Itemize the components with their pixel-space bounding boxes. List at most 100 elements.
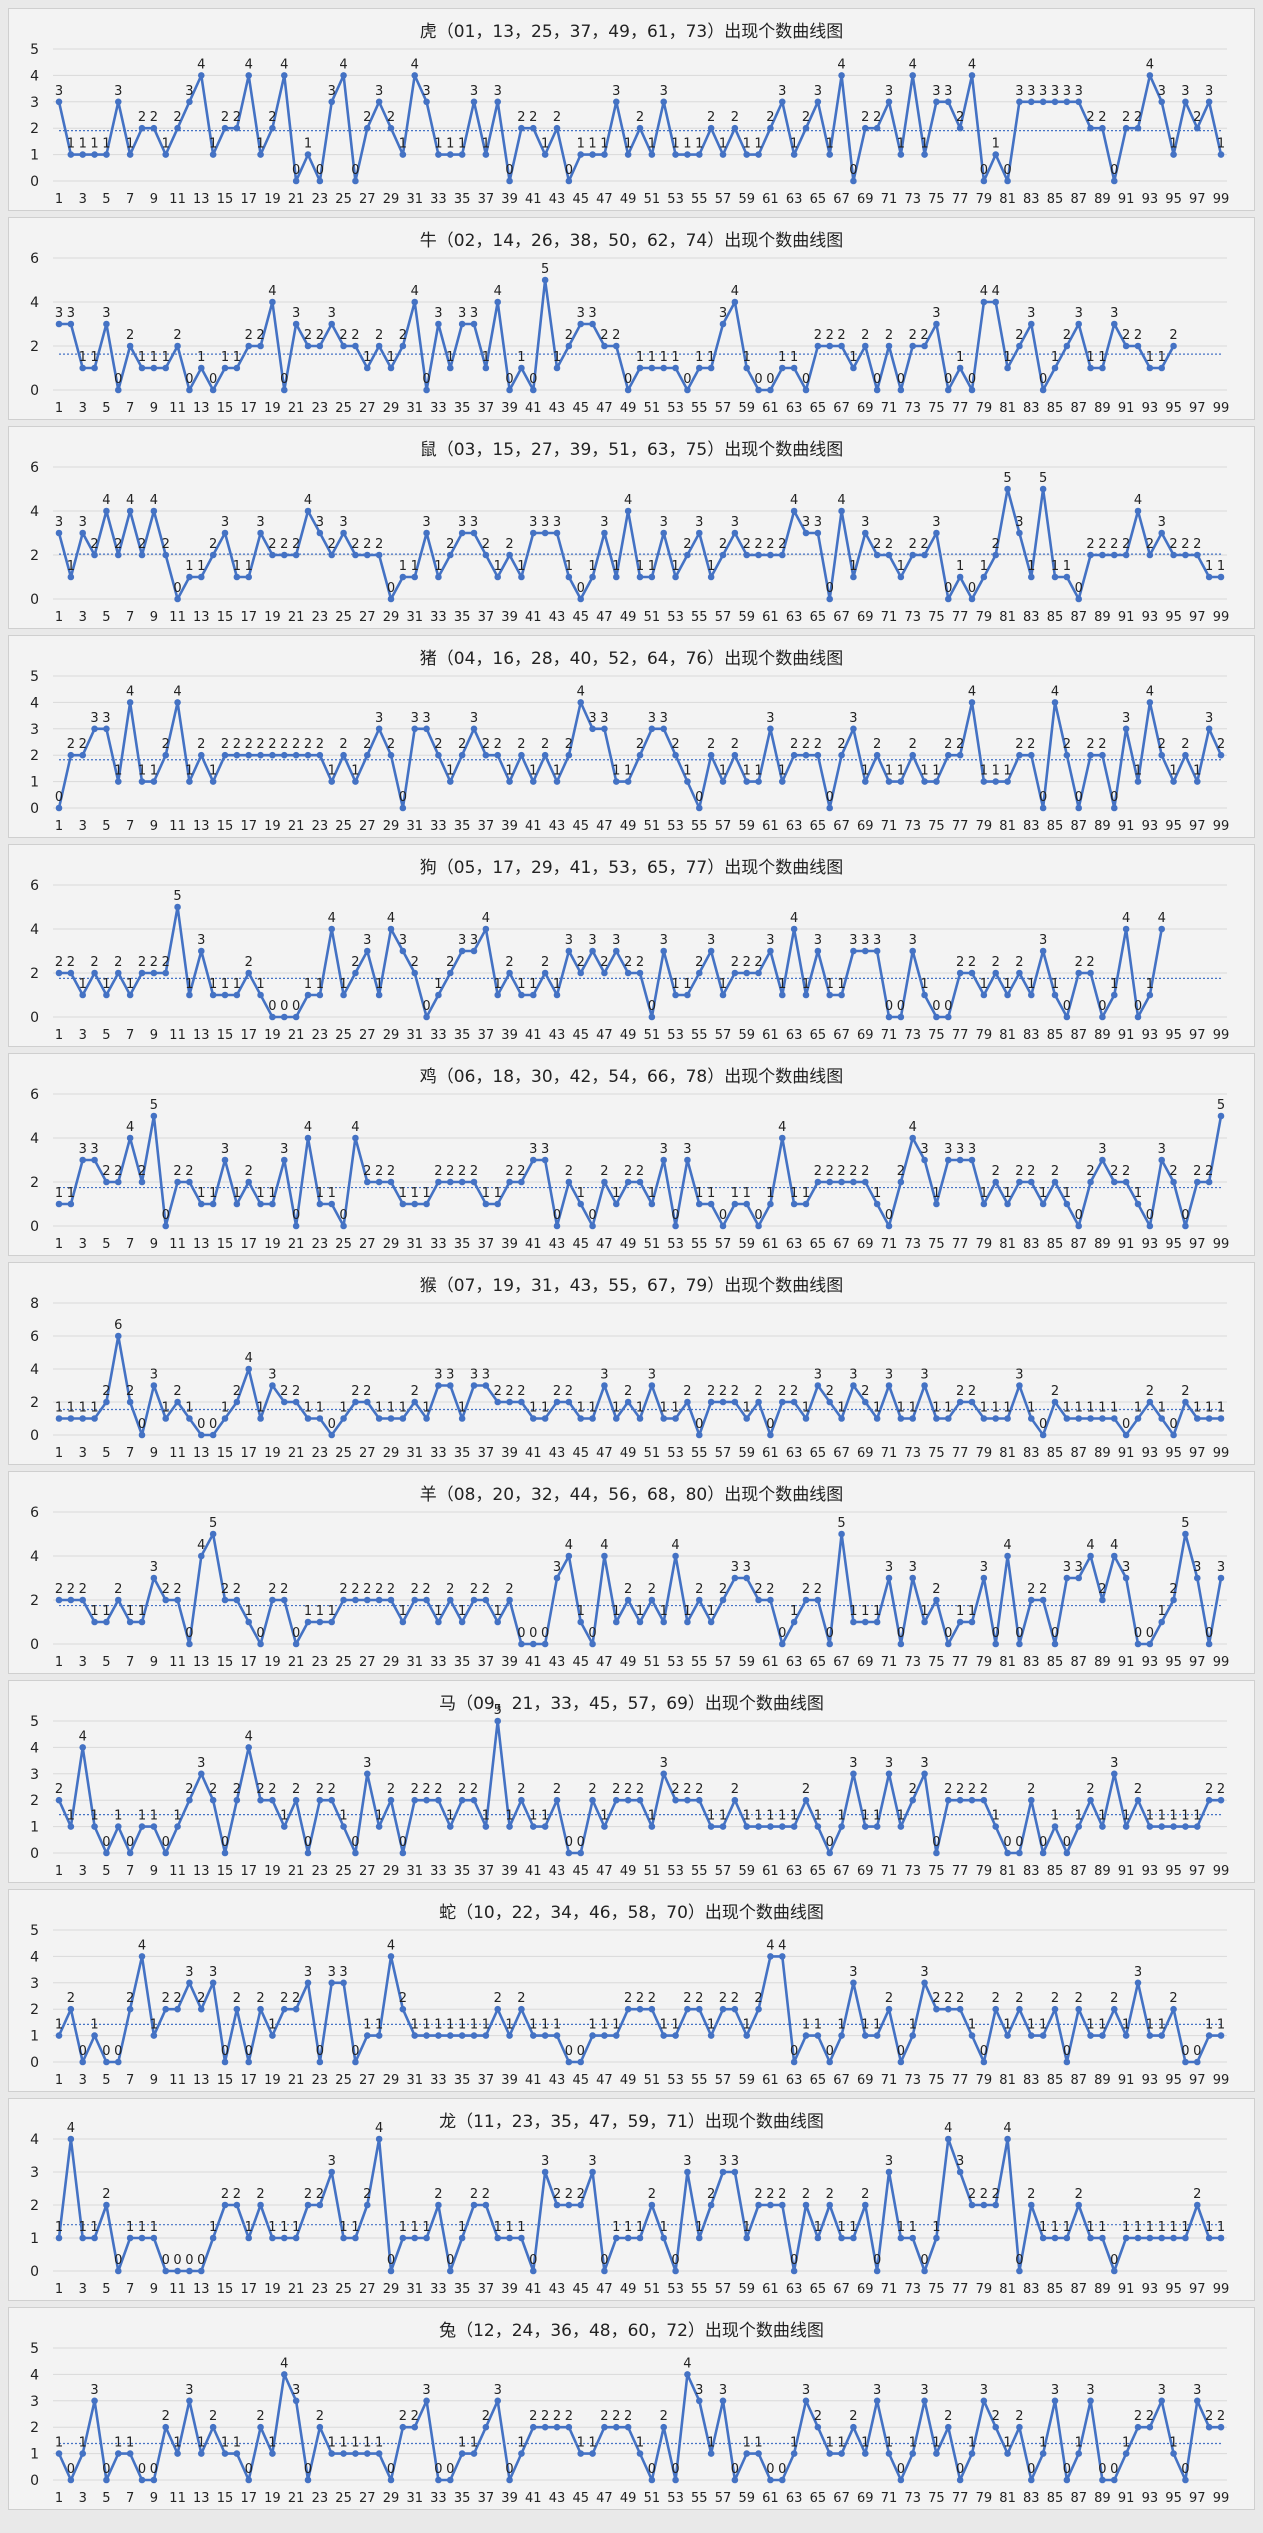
x-tick-label: 11	[169, 1864, 186, 1879]
data-label: 1	[612, 764, 620, 779]
data-label: 2	[909, 1782, 917, 1797]
data-point	[138, 969, 146, 977]
data-label: 2	[399, 2409, 407, 2424]
data-label: 2	[375, 1582, 383, 1597]
x-tick-label: 41	[525, 610, 542, 625]
data-point	[328, 320, 336, 328]
y-tick-label: 0	[30, 1846, 39, 1862]
data-label: 2	[766, 110, 774, 125]
chart-title: 猪（04，16，28，40，52，64，76）出现个数曲线图	[419, 649, 844, 669]
data-label: 0	[766, 1417, 774, 1432]
x-tick-label: 89	[1094, 1446, 1111, 1461]
data-point	[150, 507, 158, 515]
data-label: 1	[707, 559, 715, 574]
data-point	[91, 1823, 98, 1830]
data-point	[280, 2371, 288, 2378]
data-label: 2	[1134, 2409, 1142, 2424]
x-tick-label: 13	[193, 1446, 210, 1461]
x-tick-label: 35	[454, 1655, 471, 1670]
data-point	[1170, 551, 1177, 559]
data-point	[719, 320, 727, 328]
x-tick-label: 85	[1047, 2491, 1064, 2506]
data-point	[375, 1178, 383, 1186]
data-point	[565, 342, 573, 350]
data-label: 0	[268, 999, 276, 1014]
data-label: 1	[79, 350, 87, 365]
data-point	[292, 1398, 300, 1406]
data-label: 1	[1039, 2220, 1047, 2235]
data-label: 3	[79, 1142, 87, 1157]
data-label: 2	[826, 328, 834, 343]
data-point	[233, 124, 241, 132]
data-point	[838, 2234, 845, 2242]
data-label: 3	[114, 84, 122, 99]
data-label: 1	[932, 2436, 940, 2451]
chart-title: 蛇（10，22，34，46，58，70）出现个数曲线图	[439, 1903, 824, 1923]
data-label: 3	[55, 306, 63, 321]
data-point	[257, 1415, 264, 1422]
data-point	[743, 1574, 751, 1582]
x-tick-label: 89	[1094, 2073, 1111, 2088]
data-point	[861, 342, 869, 350]
data-point	[138, 1953, 146, 1960]
data-point	[363, 551, 371, 559]
data-point	[612, 1200, 620, 1208]
data-point	[672, 1415, 679, 1422]
data-point	[67, 151, 75, 158]
data-point	[944, 1156, 952, 1164]
data-label: 1	[671, 137, 679, 152]
data-label: 3	[363, 1756, 371, 1771]
data-label: 2	[968, 1782, 976, 1797]
data-point	[1087, 969, 1094, 977]
data-label: 1	[600, 1809, 608, 1824]
data-label: 4	[328, 911, 336, 926]
data-point	[731, 529, 739, 537]
data-label: 1	[90, 350, 98, 365]
data-label: 2	[1051, 1384, 1059, 1399]
data-point	[1016, 1640, 1023, 1648]
data-point	[245, 969, 253, 977]
data-label: 1	[339, 977, 347, 992]
data-point	[624, 507, 632, 515]
x-tick-label: 77	[952, 2073, 969, 2088]
x-tick-label: 21	[288, 401, 305, 416]
data-point	[553, 529, 561, 537]
y-tick-label: 4	[30, 2132, 39, 2148]
x-tick-label: 49	[620, 192, 637, 207]
data-point	[553, 991, 561, 999]
data-point	[802, 1796, 810, 1804]
data-label: 4	[280, 2356, 288, 2371]
data-point	[1027, 2476, 1035, 2484]
data-point	[565, 573, 573, 581]
data-label: 2	[268, 1582, 276, 1597]
data-point	[636, 364, 644, 372]
x-tick-label: 15	[217, 2491, 234, 2506]
data-label: 1	[1098, 1809, 1106, 1824]
data-point	[1004, 2135, 1011, 2143]
x-tick-label: 5	[102, 1237, 110, 1252]
data-point	[411, 1398, 419, 1406]
x-tick-label: 47	[596, 610, 613, 625]
data-label: 2	[387, 1782, 395, 1797]
data-label: 2	[411, 1582, 419, 1597]
data-label: 1	[339, 1401, 347, 1416]
data-label: 2	[126, 1991, 134, 2006]
data-label: 2	[1181, 737, 1189, 752]
data-label: 1	[636, 2220, 644, 2235]
data-point	[494, 751, 502, 759]
data-label: 2	[920, 537, 928, 552]
x-tick-label: 3	[79, 401, 87, 416]
y-tick-label: 4	[30, 1549, 39, 1565]
data-point	[790, 1398, 798, 1406]
data-label: 2	[292, 737, 300, 752]
data-label: 1	[932, 1401, 940, 1416]
data-label: 2	[588, 1782, 596, 1797]
x-tick-label: 93	[1142, 2491, 1159, 2506]
data-label: 2	[280, 1991, 288, 2006]
data-point	[1004, 1849, 1011, 1857]
data-label: 2	[268, 110, 276, 125]
data-label: 3	[1217, 1560, 1225, 1575]
data-label: 4	[992, 284, 1000, 299]
data-label: 1	[743, 2436, 751, 2451]
data-point	[435, 1178, 442, 1186]
